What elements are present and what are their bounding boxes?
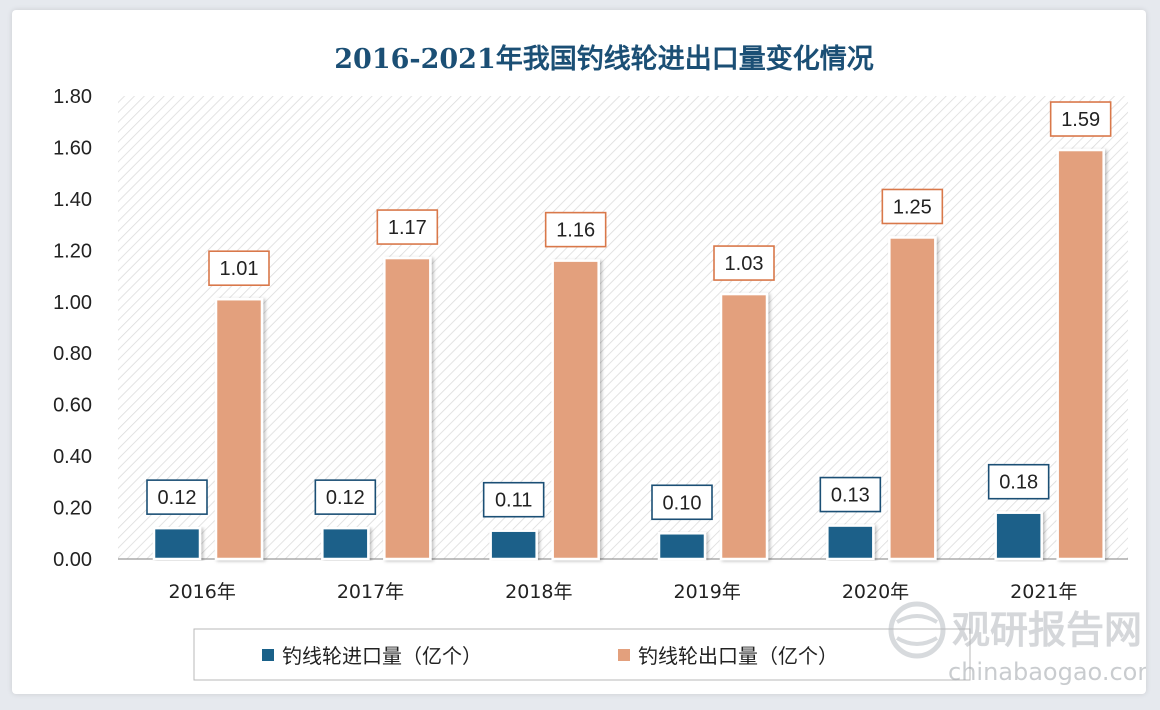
y-tick-label: 0.20 <box>53 498 92 520</box>
y-tick-label: 0.00 <box>53 549 92 571</box>
data-label-box <box>1049 101 1112 137</box>
data-label: 0.12 <box>158 487 197 509</box>
legend: 钓线轮进口量（亿个） 钓线轮出口量（亿个） <box>193 628 971 681</box>
x-tick-label: 2020年 <box>842 581 909 603</box>
x-tick-label: 2019年 <box>673 581 740 603</box>
bar-import <box>657 532 707 561</box>
data-label-box <box>208 250 270 287</box>
data-label: 1.59 <box>1061 109 1100 131</box>
data-label: 0.12 <box>326 487 365 509</box>
data-label: 1.01 <box>220 258 259 280</box>
y-tick-label: 1.00 <box>53 292 92 314</box>
data-label: 0.11 <box>495 490 532 512</box>
chart-frame: 2016-2021年我国钓线轮进出口量变化情况 0.00 0.20 0.40 0.60… <box>12 10 1146 694</box>
bar-export <box>888 236 937 561</box>
watermark-url: chinabaogao.com <box>948 658 1146 686</box>
y-tick-label: 0.80 <box>53 343 92 365</box>
y-tick-label: 1.40 <box>53 189 92 211</box>
x-tick-label: 2017年 <box>337 581 404 603</box>
data-label-box <box>651 484 713 521</box>
bar-export <box>214 297 264 561</box>
watermark-name: 观研报告网 <box>952 608 1142 652</box>
data-labels: 0.12 1.01 0.12 1.17 0.11 1.16 0.10 1.03 0.13 1.25… <box>146 101 1112 521</box>
chart-title: 2016-2021年我国钓线轮进出口量变化情况 <box>334 43 874 75</box>
y-tick-label: 1.60 <box>53 137 92 159</box>
legend-label-export: 钓线轮出口量（亿个） <box>638 644 838 668</box>
bar-export <box>383 256 432 561</box>
data-label: 0.13 <box>831 485 870 507</box>
data-label-box <box>146 479 208 515</box>
y-tick-label: 1.80 <box>53 86 92 108</box>
data-label-box <box>819 476 882 513</box>
data-label: 0.18 <box>999 472 1038 494</box>
bar-export <box>719 292 769 561</box>
data-label: 0.10 <box>663 492 702 514</box>
data-label-box <box>881 188 944 225</box>
bars <box>152 148 1105 561</box>
x-axis: 2016年 2017年 2018年 2019年 2020年 2021年 <box>118 558 1128 603</box>
legend-swatch-import <box>262 649 274 661</box>
x-tick-label: 2021年 <box>1010 581 1077 603</box>
data-label: 1.16 <box>556 220 595 242</box>
bar-export <box>1056 148 1105 561</box>
data-label-box <box>544 211 607 248</box>
legend-box <box>193 628 971 681</box>
watermark: 观研报告网 chinabaogao.com <box>888 601 1146 686</box>
x-tick-label: 2016年 <box>168 581 235 603</box>
y-axis: 0.00 0.20 0.40 0.60 0.80 1.00 1.20 1.40 1.60 1.80 <box>53 86 92 571</box>
data-label: 1.03 <box>725 253 764 275</box>
y-tick-label: 0.60 <box>53 395 92 417</box>
bar-import <box>152 526 202 561</box>
legend-swatch-export <box>618 649 630 661</box>
data-label-box <box>314 479 377 515</box>
data-label-box <box>713 245 775 281</box>
bar-export <box>551 259 600 561</box>
bar-import <box>489 529 538 561</box>
data-label-box <box>482 481 545 518</box>
bar-chart: 2016-2021年我国钓线轮进出口量变化情况 0.00 0.20 0.40 0.60… <box>53 43 1146 686</box>
bar-import <box>994 511 1043 561</box>
data-label-box <box>987 463 1050 500</box>
watermark-logo <box>888 601 946 659</box>
data-label-box <box>376 209 439 245</box>
y-tick-label: 0.40 <box>53 446 92 468</box>
plot-area <box>118 96 1128 559</box>
legend-label-import: 钓线轮进口量（亿个） <box>282 644 482 668</box>
y-tick-label: 1.20 <box>53 240 92 262</box>
x-tick-label: 2018年 <box>505 581 572 603</box>
bar-import <box>321 526 370 561</box>
data-label: 1.25 <box>893 196 932 218</box>
bar-import <box>826 524 875 561</box>
data-label: 1.17 <box>388 217 427 239</box>
